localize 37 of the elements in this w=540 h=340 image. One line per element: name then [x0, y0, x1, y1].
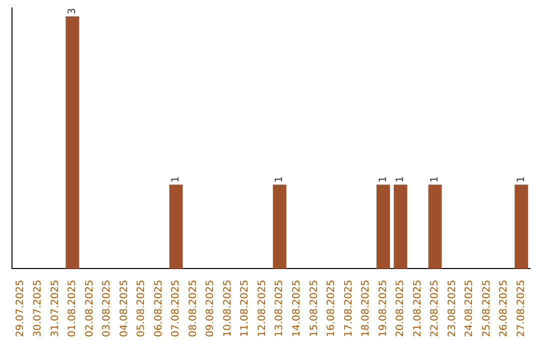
x-tick-label: 19.08.2025: [378, 280, 389, 338]
x-tick-label: 03.08.2025: [102, 280, 113, 338]
x-tick-label: 07.08.2025: [170, 280, 182, 338]
x-tick-label: 01.08.2025: [67, 280, 78, 338]
x-tick-label: 20.08.2025: [395, 280, 406, 338]
x-tick-label: 13.08.2025: [274, 280, 286, 338]
x-tick-label: 24.08.2025: [464, 280, 476, 338]
data-label: 1: [378, 176, 389, 183]
x-tick-label: 31.07.2025: [50, 280, 61, 338]
x-tick-label: 12.08.2025: [256, 280, 268, 338]
x-tick-label: 17.08.2025: [343, 280, 354, 338]
x-tick-label: 02.08.2025: [84, 280, 96, 338]
x-tick-label: 16.08.2025: [326, 280, 338, 338]
x-tick-label: 09.08.2025: [205, 280, 216, 338]
x-tick-label: 14.08.2025: [291, 280, 302, 338]
x-tick-label: 08.08.2025: [188, 280, 199, 338]
x-tick-label: 10.08.2025: [222, 280, 234, 338]
x-tick-label: 05.08.2025: [136, 280, 148, 338]
x-tick-label: 18.08.2025: [360, 280, 372, 338]
x-tick-label: 30.07.2025: [32, 280, 44, 338]
x-tick-label: 15.08.2025: [308, 280, 320, 338]
data-label: 1: [516, 176, 527, 183]
x-tick-label: 26.08.2025: [498, 280, 510, 338]
data-label: 1: [395, 176, 406, 183]
x-tick-label: 11.08.2025: [240, 280, 251, 338]
x-tick-label: 27.08.2025: [516, 280, 527, 338]
data-label: 1: [170, 176, 182, 183]
x-tick-label: 25.08.2025: [481, 280, 492, 338]
x-tick-label: 29.07.2025: [15, 280, 26, 338]
x-tick-label: 04.08.2025: [118, 280, 130, 338]
data-label: 1: [430, 176, 441, 183]
data-label: 1: [274, 176, 286, 183]
x-tick-label: 22.08.2025: [430, 280, 441, 338]
x-tick-label: 21.08.2025: [412, 280, 424, 338]
x-tick-label: 06.08.2025: [153, 280, 164, 338]
x-tick-label: 23.08.2025: [446, 280, 458, 338]
data-label: 3: [67, 8, 78, 14]
